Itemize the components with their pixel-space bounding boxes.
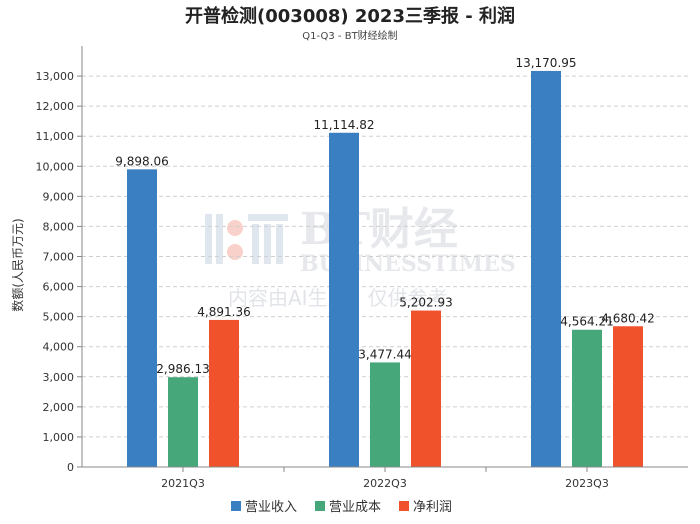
y-tick-label: 11,000 [36, 130, 75, 143]
data-label: 13,170.95 [515, 56, 576, 70]
y-tick-label: 4,000 [43, 341, 75, 354]
legend-label: 营业收入 [245, 500, 297, 515]
chart-title: 开普检测(003008) 2023三季报 - 利润 [185, 5, 515, 27]
watermark-brand: BT财经 [300, 204, 458, 255]
bar-2022Q3-净利润 [411, 310, 441, 467]
bars [127, 70, 643, 468]
data-label: 11,114.82 [313, 118, 374, 132]
y-tick-label: 9,000 [43, 190, 75, 203]
x-tick-label: 2021Q3 [161, 477, 205, 490]
y-tick-label: 3,000 [43, 371, 75, 384]
y-tick-label: 8,000 [43, 220, 75, 233]
bar-2021Q3-营业成本 [168, 377, 198, 467]
y-tick-label: 0 [67, 461, 74, 474]
legend-label: 净利润 [413, 500, 452, 515]
x-tick-label: 2023Q3 [565, 477, 609, 490]
y-tick-label: 2,000 [43, 401, 75, 414]
data-label: 4,891.36 [197, 305, 250, 319]
data-label: 4,680.42 [601, 311, 654, 325]
data-label: 9,898.06 [115, 154, 168, 168]
legend-swatch [399, 501, 409, 511]
x-tick-label: 2022Q3 [363, 477, 407, 490]
data-label: 4,564.21 [560, 315, 613, 329]
y-tick-label: 13,000 [36, 70, 75, 83]
data-labels: 9,898.06 2,986.13 4,891.36 11,114.82 3,477.4… [115, 56, 654, 376]
y-tick-label: 1,000 [43, 431, 75, 444]
y-axis-label: 数额(人民币万元) [10, 218, 25, 311]
axes: 数额(人民币万元) 0 1,000 2,000 3,000 4,000 5,000 6,00… [10, 46, 688, 490]
bar-2022Q3-营业成本 [370, 362, 400, 467]
bar-2021Q3-营业收入 [127, 169, 157, 467]
bar-2023Q3-营业成本 [572, 329, 602, 467]
y-tick-label: 7,000 [43, 251, 75, 264]
data-label: 5,202.93 [399, 296, 452, 310]
legend-swatch [315, 501, 325, 511]
y-tick-label: 12,000 [36, 100, 75, 113]
bar-2021Q3-净利润 [209, 319, 239, 467]
bar-2023Q3-净利润 [613, 326, 643, 467]
legend: 营业收入 营业成本 净利润 [231, 500, 452, 515]
data-label: 2,986.13 [156, 362, 209, 376]
chart-subtitle: Q1-Q3 - BT财经绘制 [302, 29, 397, 42]
y-tick-label: 6,000 [43, 281, 75, 294]
legend-label: 营业成本 [329, 500, 381, 515]
y-tick-label: 10,000 [36, 160, 75, 173]
legend-swatch [231, 501, 241, 511]
y-tick-label: 5,000 [43, 311, 75, 324]
data-label: 3,477.44 [358, 347, 411, 361]
bar-2022Q3-营业收入 [329, 132, 359, 468]
watermark-logo-icon [205, 214, 288, 264]
bar-2023Q3-营业收入 [531, 70, 561, 467]
